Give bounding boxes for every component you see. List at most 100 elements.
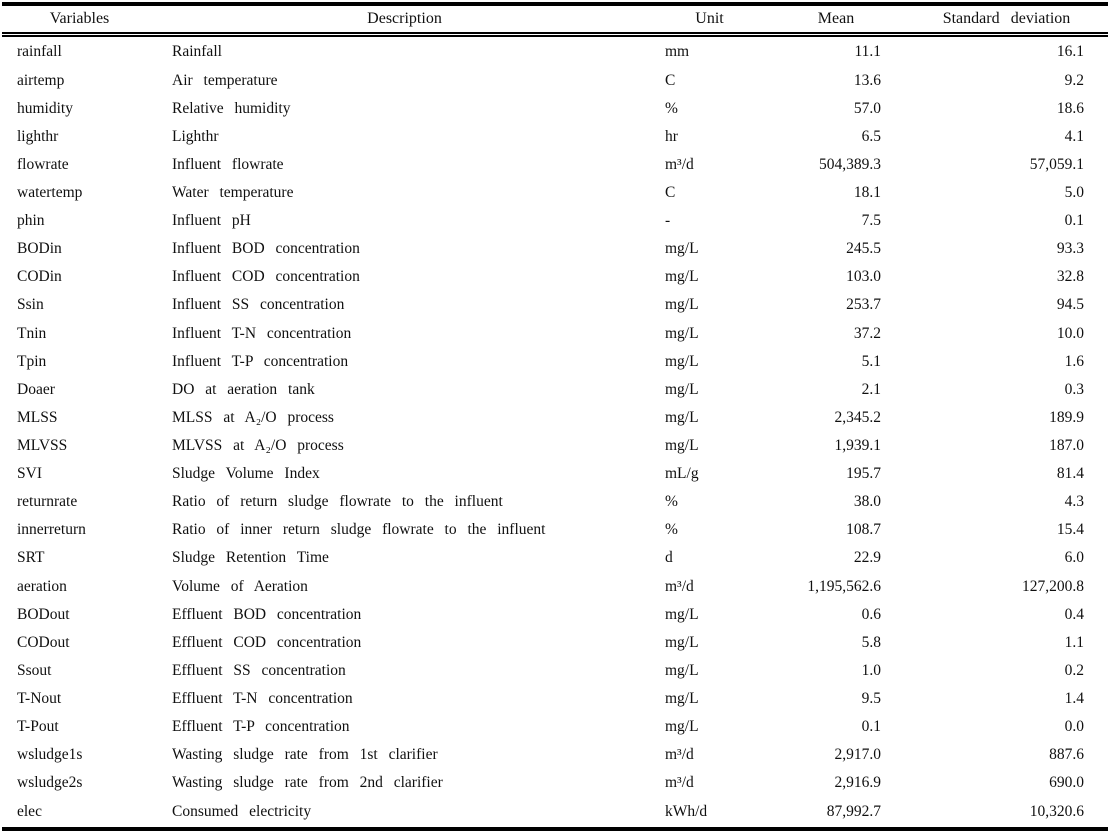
cell-std: 887.6	[1049, 746, 1084, 764]
cell-description: Effluent T-P concentration	[172, 718, 350, 736]
cell-unit: mg/L	[665, 352, 699, 370]
cell-description: Influent T-N concentration	[172, 324, 352, 342]
col-header-std: Standard deviation	[905, 4, 1108, 37]
cell-variable: wsludge2s	[17, 774, 83, 792]
cell-variable: elec	[17, 803, 42, 821]
cell-description: Effluent BOD concentration	[172, 605, 362, 623]
cell-mean: 2,916.9	[834, 774, 882, 792]
cell-variable: BODin	[17, 240, 62, 258]
cell-unit: m³/d	[665, 577, 694, 595]
cell-unit: mg/L	[665, 268, 699, 286]
cell-description: Rainfall	[172, 42, 222, 60]
cell-variable: T-Nout	[17, 689, 62, 707]
cell-description: Lighthr	[172, 127, 219, 145]
table-row: returnrate Ratio of return sludge flowra…	[2, 488, 1108, 516]
cell-description: Influent SS concentration	[172, 296, 345, 314]
table-row: Tpin Influent T-P concentration mg/L 5.1…	[2, 348, 1108, 376]
table-row: Tnin Influent T-N concentration mg/L 37.…	[2, 320, 1108, 348]
cell-mean: 38.0	[853, 493, 881, 511]
cell-description: Relative humidity	[172, 99, 291, 117]
table-row: Ssin Influent SS concentration mg/L 253.…	[2, 291, 1108, 319]
cell-std: 81.4	[1056, 465, 1084, 483]
cell-std: 6.0	[1064, 549, 1084, 567]
cell-description: Influent flowrate	[172, 155, 284, 173]
cell-unit: m³/d	[665, 155, 694, 173]
header-row: Variables Description Unit Mean Standard…	[2, 4, 1108, 37]
cell-std: 0.3	[1064, 380, 1084, 398]
cell-std: 0.4	[1064, 605, 1084, 623]
cell-mean: 0.1	[861, 718, 881, 736]
cell-mean: 57.0	[853, 99, 881, 117]
cell-unit: mg/L	[665, 661, 699, 679]
table-row: flowrate Influent flowrate m³/d 504,389.…	[2, 151, 1108, 179]
cell-variable: MLVSS	[17, 436, 68, 454]
cell-mean: 245.5	[846, 240, 881, 258]
cell-std: 4.1	[1064, 127, 1084, 145]
cell-variable: returnrate	[17, 493, 78, 511]
cell-variable: innerreturn	[17, 521, 86, 539]
cell-std: 16.1	[1056, 42, 1084, 60]
table-row: Ssout Effluent SS concentration mg/L 1.0…	[2, 657, 1108, 685]
cell-description: Influent COD concentration	[172, 268, 360, 286]
cell-unit: %	[665, 493, 678, 511]
cell-description: Volume of Aeration	[172, 577, 308, 595]
cell-mean: 253.7	[846, 296, 881, 314]
cell-variable: watertemp	[17, 184, 83, 201]
cell-unit: mg/L	[665, 436, 699, 454]
cell-std: 4.3	[1064, 493, 1084, 511]
cell-unit: %	[665, 521, 678, 539]
cell-unit: %	[665, 99, 678, 117]
table-row: Doaer DO at aeration tank mg/L 2.1 0.3	[2, 376, 1108, 404]
table-row: humidity Relative humidity % 57.0 18.6	[2, 95, 1108, 123]
col-header-variables: Variables	[2, 4, 157, 37]
cell-description: Influent T-P concentration	[172, 352, 349, 370]
table-row: aeration Volume of Aeration m³/d 1,195,5…	[2, 572, 1108, 600]
cell-variable: T-Pout	[17, 718, 59, 736]
cell-variable: CODin	[17, 268, 62, 286]
cell-unit: d	[665, 549, 673, 567]
cell-variable: airtemp	[17, 71, 65, 89]
cell-description: Wasting sludge rate from 1st clarifier	[172, 746, 438, 764]
cell-mean: 5.1	[861, 352, 881, 370]
cell-variable: aeration	[17, 577, 67, 595]
cell-variable: Tpin	[17, 352, 47, 370]
cell-variable: rainfall	[17, 42, 62, 60]
cell-variable: humidity	[17, 99, 73, 117]
cell-description: Sludge Volume Index	[172, 465, 320, 483]
cell-description: Ratio of return sludge flowrate to the i…	[172, 493, 503, 511]
cell-mean: 22.9	[853, 549, 881, 567]
table-row: wsludge1s Wasting sludge rate from 1st c…	[2, 741, 1108, 769]
cell-variable: Tnin	[17, 324, 47, 342]
cell-std: 127,200.8	[1022, 577, 1084, 595]
cell-unit: mL/g	[665, 465, 699, 483]
cell-mean: 87,992.7	[826, 803, 881, 821]
cell-std: 10,320.6	[1029, 803, 1084, 821]
cell-variable: Ssin	[17, 296, 44, 314]
table-row: wsludge2s Wasting sludge rate from 2nd c…	[2, 769, 1108, 797]
table-row: phin Influent pH - 7.5 0.1	[2, 207, 1108, 235]
cell-mean: 37.2	[853, 324, 881, 342]
cell-description: Wasting sludge rate from 2nd clarifier	[172, 774, 443, 792]
cell-description: Effluent T-N concentration	[172, 689, 353, 707]
cell-variable: flowrate	[17, 155, 69, 173]
cell-unit: mg/L	[665, 633, 699, 651]
cell-std: 9.2	[1064, 71, 1084, 89]
cell-std: 57,059.1	[1029, 155, 1084, 173]
cell-unit: -	[665, 212, 671, 230]
cell-std: 1.6	[1064, 352, 1084, 370]
cell-description: Influent pH	[172, 212, 251, 230]
table-row: T-Nout Effluent T-N concentration mg/L 9…	[2, 685, 1108, 713]
cell-unit: C	[665, 71, 676, 89]
cell-mean: 103.0	[846, 268, 881, 286]
cell-mean: 18.1	[853, 184, 881, 201]
table-row: MLVSS MLVSS at A₂/O process mg/L 1,939.1…	[2, 432, 1108, 460]
cell-description: Ratio of inner return sludge flowrate to…	[172, 521, 546, 539]
cell-mean: 13.6	[853, 71, 881, 89]
cell-unit: mg/L	[665, 296, 699, 314]
cell-unit: kWh/d	[665, 803, 708, 821]
cell-mean: 1.0	[861, 661, 881, 679]
cell-description: Influent BOD concentration	[172, 240, 360, 258]
cell-variable: wsludge1s	[17, 746, 83, 764]
cell-unit: m³/d	[665, 746, 694, 764]
